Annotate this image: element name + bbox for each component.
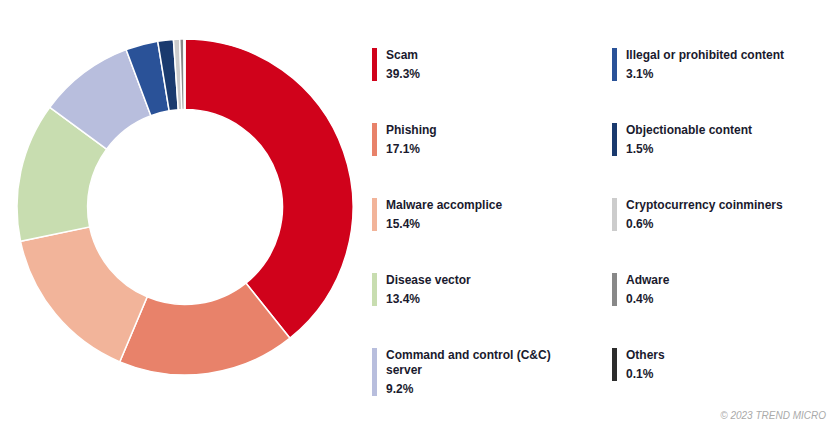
legend-value: 1.5% bbox=[626, 142, 654, 156]
annotation: © 2023 TREND MICRO bbox=[720, 410, 826, 421]
legend-value: 15.4% bbox=[386, 217, 420, 231]
legend-swatch bbox=[612, 123, 617, 156]
legend-swatch bbox=[372, 198, 377, 231]
legend-value: 0.1% bbox=[626, 367, 654, 381]
legend-item: Objectionable content 1.5% bbox=[612, 123, 752, 156]
legend-value: 3.1% bbox=[626, 67, 654, 81]
legend-item: Malware accomplice 15.4% bbox=[372, 198, 502, 231]
donut bbox=[17, 39, 353, 375]
legend-label: Disease vector bbox=[386, 273, 471, 287]
donut-slice bbox=[180, 39, 185, 110]
legend-label: Command and control (C&C)server bbox=[386, 348, 551, 377]
legend-item: Disease vector 13.4% bbox=[372, 273, 471, 306]
legend-label: Phishing bbox=[386, 123, 437, 137]
legend-swatch bbox=[612, 198, 617, 231]
legend-value: 13.4% bbox=[386, 292, 420, 306]
legend-value: 9.2% bbox=[386, 382, 414, 396]
legend-item: Illegal or prohibited content 3.1% bbox=[612, 48, 784, 81]
legend-value: 0.6% bbox=[626, 217, 654, 231]
legend-label: Adware bbox=[626, 273, 670, 287]
legend-label: Scam bbox=[386, 48, 418, 62]
donut-slice bbox=[21, 227, 148, 362]
donut-slice bbox=[185, 39, 353, 338]
legend-value: 0.4% bbox=[626, 292, 654, 306]
chart: Scam 39.3% Phishing 17.1% Malware accomplice… bbox=[0, 0, 838, 429]
legend-item: Cryptocurrency coinminers 0.6% bbox=[612, 198, 783, 231]
legend-swatch bbox=[612, 48, 617, 81]
legend-label: Objectionable content bbox=[626, 123, 752, 137]
legend-item: Adware 0.4% bbox=[612, 273, 670, 306]
legend-item: Command and control (C&C)server 9.2% bbox=[372, 348, 551, 396]
legend-label: Cryptocurrency coinminers bbox=[626, 198, 783, 212]
legend-swatch bbox=[372, 273, 377, 306]
legend-value: 17.1% bbox=[386, 142, 420, 156]
legend-item: Phishing 17.1% bbox=[372, 123, 437, 156]
legend-value: 39.3% bbox=[386, 67, 420, 81]
legend-swatch bbox=[372, 48, 377, 81]
legend-item: Scam 39.3% bbox=[372, 48, 420, 81]
legend-swatch bbox=[372, 123, 377, 156]
legend-label: Others bbox=[626, 348, 665, 362]
legend-label: Illegal or prohibited content bbox=[626, 48, 784, 62]
legend-item: Others 0.1% bbox=[612, 348, 665, 381]
legend-swatch bbox=[372, 348, 377, 396]
legend-label: Malware accomplice bbox=[386, 198, 502, 212]
legend: Scam 39.3% Phishing 17.1% Malware accomplice… bbox=[372, 48, 784, 396]
donut-slice bbox=[184, 39, 185, 110]
legend-swatch bbox=[612, 348, 617, 381]
legend-swatch bbox=[612, 273, 617, 306]
